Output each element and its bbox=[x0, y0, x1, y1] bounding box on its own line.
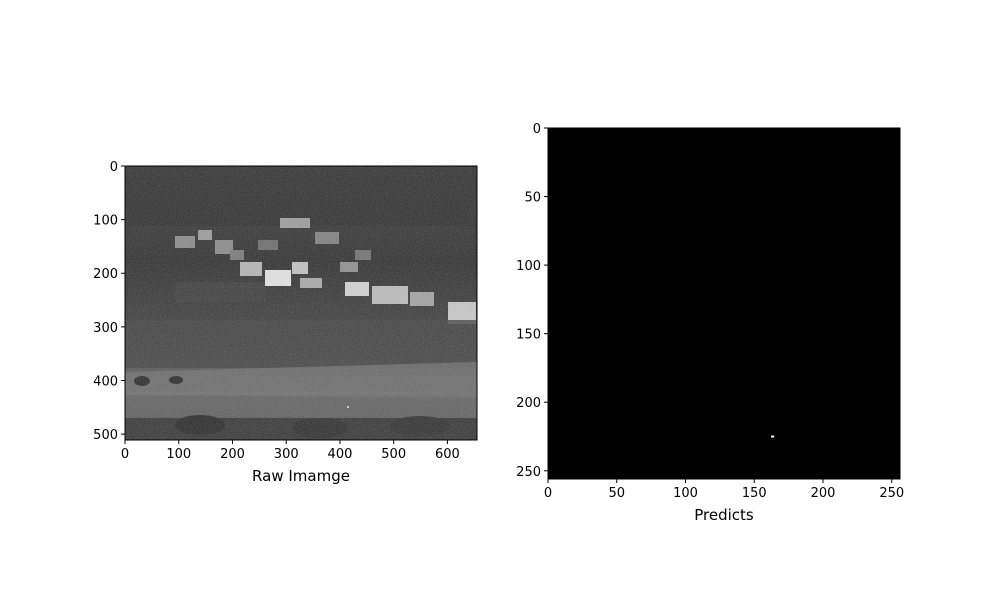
raw-image-frame bbox=[124, 165, 478, 441]
predicts-xlabel: Predicts bbox=[694, 506, 754, 524]
raw-xtick-label: 600 bbox=[435, 447, 460, 462]
predicts-ytick-label: 0 bbox=[533, 122, 541, 137]
predicts-target-pixel bbox=[771, 435, 775, 438]
predicts-frame bbox=[547, 127, 901, 480]
raw-xtick-label: 200 bbox=[220, 447, 245, 462]
predicts-xtick-label: 200 bbox=[811, 486, 836, 501]
predicts-ytick-label: 50 bbox=[524, 191, 541, 206]
raw-ytick-label: 400 bbox=[93, 374, 118, 389]
raw-xlabel: Raw Imamge bbox=[252, 467, 350, 485]
raw-ytick-label: 300 bbox=[93, 321, 118, 336]
predicts-y-axis: 0 50 100 150 200 250 bbox=[516, 122, 548, 480]
raw-xtick-label: 300 bbox=[274, 447, 299, 462]
raw-image-panel: 0 100 200 300 400 500 600 0 100 200 300 400 500 Raw… bbox=[93, 160, 478, 485]
raw-ytick-label: 200 bbox=[93, 267, 118, 282]
predicts-x-axis: 0 50 100 150 200 250 bbox=[544, 479, 904, 501]
predicts-xtick-label: 100 bbox=[673, 486, 698, 501]
predicts-xtick-label: 0 bbox=[544, 486, 552, 501]
predicts-xtick-label: 150 bbox=[742, 486, 767, 501]
predicts-xtick-label: 250 bbox=[879, 486, 904, 501]
predicts-xtick-label: 50 bbox=[608, 486, 625, 501]
raw-ytick-label: 100 bbox=[93, 214, 118, 229]
raw-xtick-label: 400 bbox=[328, 447, 353, 462]
raw-xtick-label: 500 bbox=[381, 447, 406, 462]
predicts-mask bbox=[548, 128, 900, 479]
raw-ytick-label: 0 bbox=[110, 160, 118, 175]
raw-xtick-label: 100 bbox=[166, 447, 191, 462]
raw-xtick-label: 0 bbox=[121, 447, 129, 462]
raw-ytick-label: 500 bbox=[93, 428, 118, 443]
predicts-ytick-label: 100 bbox=[516, 259, 541, 274]
raw-x-axis: 0 100 200 300 400 500 600 bbox=[121, 440, 460, 462]
raw-y-axis: 0 100 200 300 400 500 bbox=[93, 160, 125, 443]
predicts-ytick-label: 150 bbox=[516, 328, 541, 343]
predicts-ytick-label: 200 bbox=[516, 396, 541, 411]
predicts-panel: 0 50 100 150 200 250 0 50 100 150 200 250 Predicts bbox=[516, 122, 904, 524]
raw-image bbox=[125, 166, 477, 440]
predicts-ytick-label: 250 bbox=[516, 465, 541, 480]
